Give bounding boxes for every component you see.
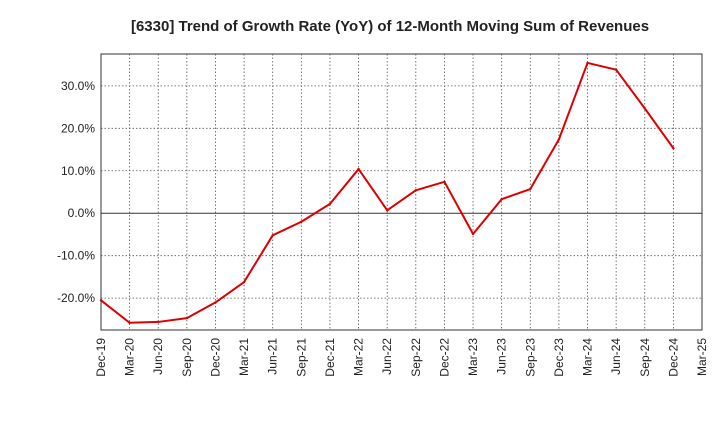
data-point xyxy=(128,321,131,324)
data-point xyxy=(529,187,532,191)
x-tick-label: Jun-23 xyxy=(495,338,509,375)
series-layer xyxy=(99,61,675,324)
x-tick-label: Mar-22 xyxy=(352,338,366,376)
x-tick-label: Mar-25 xyxy=(695,338,709,376)
data-point xyxy=(300,220,303,223)
data-point xyxy=(643,107,646,110)
y-tick-label: 0.0% xyxy=(68,206,96,220)
x-tick-label: Sep-20 xyxy=(180,338,194,377)
x-tick-label: Dec-21 xyxy=(323,338,337,377)
x-tick-label: Jun-20 xyxy=(151,338,165,375)
data-point xyxy=(271,234,274,237)
x-tick-label: Mar-23 xyxy=(466,338,480,376)
x-tick-label: Jun-22 xyxy=(380,338,394,375)
data-point xyxy=(672,147,675,150)
x-tick-label: Sep-24 xyxy=(638,338,652,377)
x-tick-label: Dec-23 xyxy=(552,338,566,377)
data-point xyxy=(385,209,389,212)
series-line xyxy=(100,61,675,324)
data-point xyxy=(328,202,332,206)
data-point xyxy=(242,280,246,284)
data-point xyxy=(214,301,217,304)
chart-title: [6330] Trend of Growth Rate (YoY) of 12-… xyxy=(131,18,649,35)
data-point xyxy=(500,198,503,201)
x-tick-label: Sep-21 xyxy=(294,338,308,377)
grid xyxy=(100,54,703,330)
x-tick-label: Dec-19 xyxy=(94,338,108,377)
x-tick-label: Sep-22 xyxy=(409,338,423,377)
data-point xyxy=(557,138,561,141)
y-tick-label: 10.0% xyxy=(61,164,95,178)
data-point xyxy=(471,232,475,236)
x-tick-label: Dec-22 xyxy=(437,338,451,377)
x-tick-label: Sep-23 xyxy=(523,338,537,377)
data-point xyxy=(357,167,360,171)
x-tick-label: Mar-20 xyxy=(123,338,137,376)
x-tick-label: Jun-24 xyxy=(609,338,623,375)
x-tick-label: Mar-21 xyxy=(237,338,251,376)
data-point xyxy=(185,316,189,320)
x-axis: Dec-19 Mar-20 Jun-20 Sep-20 Dec-20 Mar-21 Jun-… xyxy=(94,338,709,377)
data-point xyxy=(414,189,418,192)
y-axis: -20.0% -10.0% 0.0% 10.0% 20.0% 30.0% xyxy=(57,79,95,305)
x-tick-label: Mar-24 xyxy=(581,338,595,376)
plot-frame xyxy=(100,53,703,331)
y-tick-label: -20.0% xyxy=(57,291,95,305)
x-tick-label: Dec-24 xyxy=(666,338,680,377)
x-tick-label: Dec-20 xyxy=(208,338,222,377)
data-point xyxy=(157,320,160,324)
data-point xyxy=(614,68,618,71)
data-point xyxy=(586,61,589,65)
x-tick-label: Jun-21 xyxy=(266,338,280,375)
y-tick-label: -10.0% xyxy=(57,249,95,263)
data-point xyxy=(443,180,446,184)
y-tick-label: 30.0% xyxy=(61,79,95,93)
y-tick-label: 20.0% xyxy=(61,121,95,135)
